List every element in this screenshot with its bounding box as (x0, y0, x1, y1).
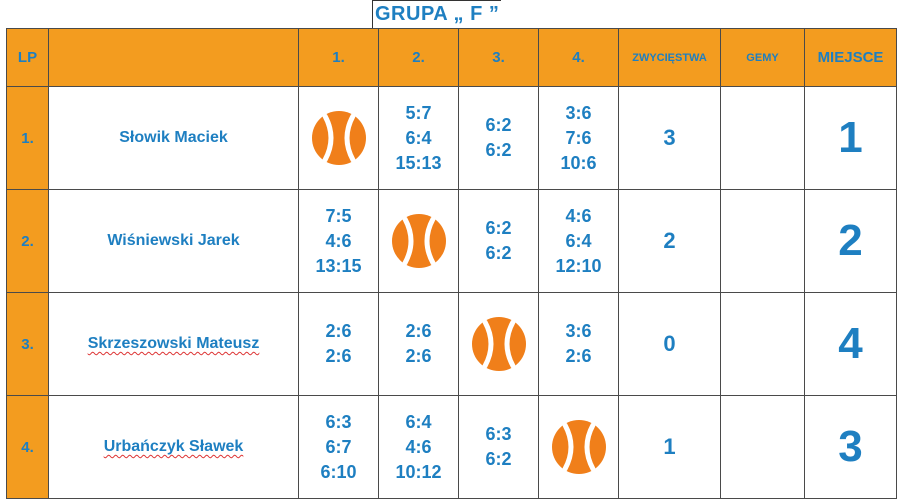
games-cell (720, 189, 805, 293)
score-cell: 4:6 6:4 12:10 (538, 189, 619, 293)
set-score: 2:6 (325, 346, 352, 366)
tennis-ball-icon (471, 317, 526, 371)
tennis-ball-icon (391, 214, 446, 268)
games-cell (720, 86, 805, 190)
set-score: 12:10 (555, 255, 602, 276)
row-lp: 1. (6, 86, 49, 190)
table-row: 1. Słowik Maciek 5:7 6:4 15:13 6:2 6:2 3:6 7:6 10… (6, 86, 897, 190)
self-match-cell (538, 395, 619, 499)
set-score: 6:10 (320, 461, 357, 482)
score-cell: 3:6 7:6 10:6 (538, 86, 619, 190)
player-name: Urbańczyk Sławek (48, 395, 299, 499)
set-score: 10:6 (560, 152, 597, 173)
set-score: 6:2 (485, 218, 512, 238)
set-score: 2:6 (405, 346, 432, 366)
player-name-text: Słowik Maciek (119, 129, 228, 146)
set-score: 4:6 (405, 436, 432, 457)
header-col-3: 3. (458, 28, 539, 87)
player-name: Wiśniewski Jarek (48, 189, 299, 293)
score-cell: 2:6 2:6 (378, 292, 459, 396)
row-lp: 2. (6, 189, 49, 293)
score-cell: 6:4 4:6 10:12 (378, 395, 459, 499)
score-cell: 5:7 6:4 15:13 (378, 86, 459, 190)
set-score: 6:2 (485, 449, 512, 469)
score-cell: 6:2 6:2 (458, 86, 539, 190)
header-lp: LP (6, 28, 49, 87)
wins-cell: 3 (618, 86, 721, 190)
table-row: 4. Urbańczyk Sławek 6:3 6:7 6:10 6:4 4:6 10:12 6… (6, 395, 897, 499)
wins-cell: 0 (618, 292, 721, 396)
header-row: LP 1. 2. 3. 4. ZWYCIĘSTWA GEMY MIEJSCE (6, 28, 897, 87)
set-score: 2:6 (405, 321, 432, 341)
player-name-text: Urbańczyk Sławek (103, 438, 244, 455)
player-name: Słowik Maciek (48, 86, 299, 190)
group-title: GRUPA „ F ” (372, 0, 502, 28)
header-wins: ZWYCIĘSTWA (618, 28, 721, 87)
set-score: 5:7 (405, 102, 432, 123)
results-table: LP 1. 2. 3. 4. ZWYCIĘSTWA GEMY MIEJSCE 1… (6, 28, 897, 499)
header-col-4: 4. (538, 28, 619, 87)
set-score: 6:7 (325, 436, 352, 457)
table-row: 2. Wiśniewski Jarek 7:5 4:6 13:15 6:2 6:2 4:6 6:… (6, 189, 897, 293)
row-lp: 4. (6, 395, 49, 499)
set-score: 6:2 (485, 243, 512, 263)
place-cell: 4 (804, 292, 897, 396)
set-score: 6:4 (565, 230, 592, 251)
wins-cell: 1 (618, 395, 721, 499)
score-cell: 7:5 4:6 13:15 (298, 189, 379, 293)
score-cell: 6:2 6:2 (458, 189, 539, 293)
header-place: MIEJSCE (804, 28, 897, 87)
wins-cell: 2 (618, 189, 721, 293)
set-score: 6:3 (485, 424, 512, 444)
set-score: 6:3 (325, 411, 352, 432)
games-cell (720, 395, 805, 499)
score-cell: 6:3 6:7 6:10 (298, 395, 379, 499)
self-match-cell (458, 292, 539, 396)
set-score: 4:6 (565, 205, 592, 226)
set-score: 6:2 (485, 140, 512, 160)
player-name-text: Skrzeszowski Mateusz (87, 335, 260, 352)
set-score: 10:12 (395, 461, 442, 482)
player-name-text: Wiśniewski Jarek (107, 232, 240, 249)
set-score: 6:4 (405, 127, 432, 148)
self-match-cell (378, 189, 459, 293)
set-score: 6:4 (405, 411, 432, 432)
player-name: Skrzeszowski Mateusz (48, 292, 299, 396)
tennis-ball-icon (311, 111, 366, 165)
row-lp: 3. (6, 292, 49, 396)
self-match-cell (298, 86, 379, 190)
set-score: 3:6 (565, 321, 592, 341)
header-name (48, 28, 299, 87)
header-games: GEMY (720, 28, 805, 87)
table-row: 3. Skrzeszowski Mateusz 2:6 2:6 2:6 2:6 3:6 2:6… (6, 292, 897, 396)
games-cell (720, 292, 805, 396)
tennis-ball-icon (551, 420, 606, 474)
set-score: 4:6 (325, 230, 352, 251)
score-cell: 2:6 2:6 (298, 292, 379, 396)
header-col-2: 2. (378, 28, 459, 87)
score-cell: 6:3 6:2 (458, 395, 539, 499)
set-score: 15:13 (395, 152, 442, 173)
set-score: 2:6 (565, 346, 592, 366)
set-score: 2:6 (325, 321, 352, 341)
set-score: 3:6 (565, 102, 592, 123)
place-cell: 3 (804, 395, 897, 499)
place-cell: 1 (804, 86, 897, 190)
score-cell: 3:6 2:6 (538, 292, 619, 396)
set-score: 7:5 (325, 205, 352, 226)
set-score: 6:2 (485, 115, 512, 135)
place-cell: 2 (804, 189, 897, 293)
set-score: 13:15 (315, 255, 362, 276)
header-col-1: 1. (298, 28, 379, 87)
set-score: 7:6 (565, 127, 592, 148)
